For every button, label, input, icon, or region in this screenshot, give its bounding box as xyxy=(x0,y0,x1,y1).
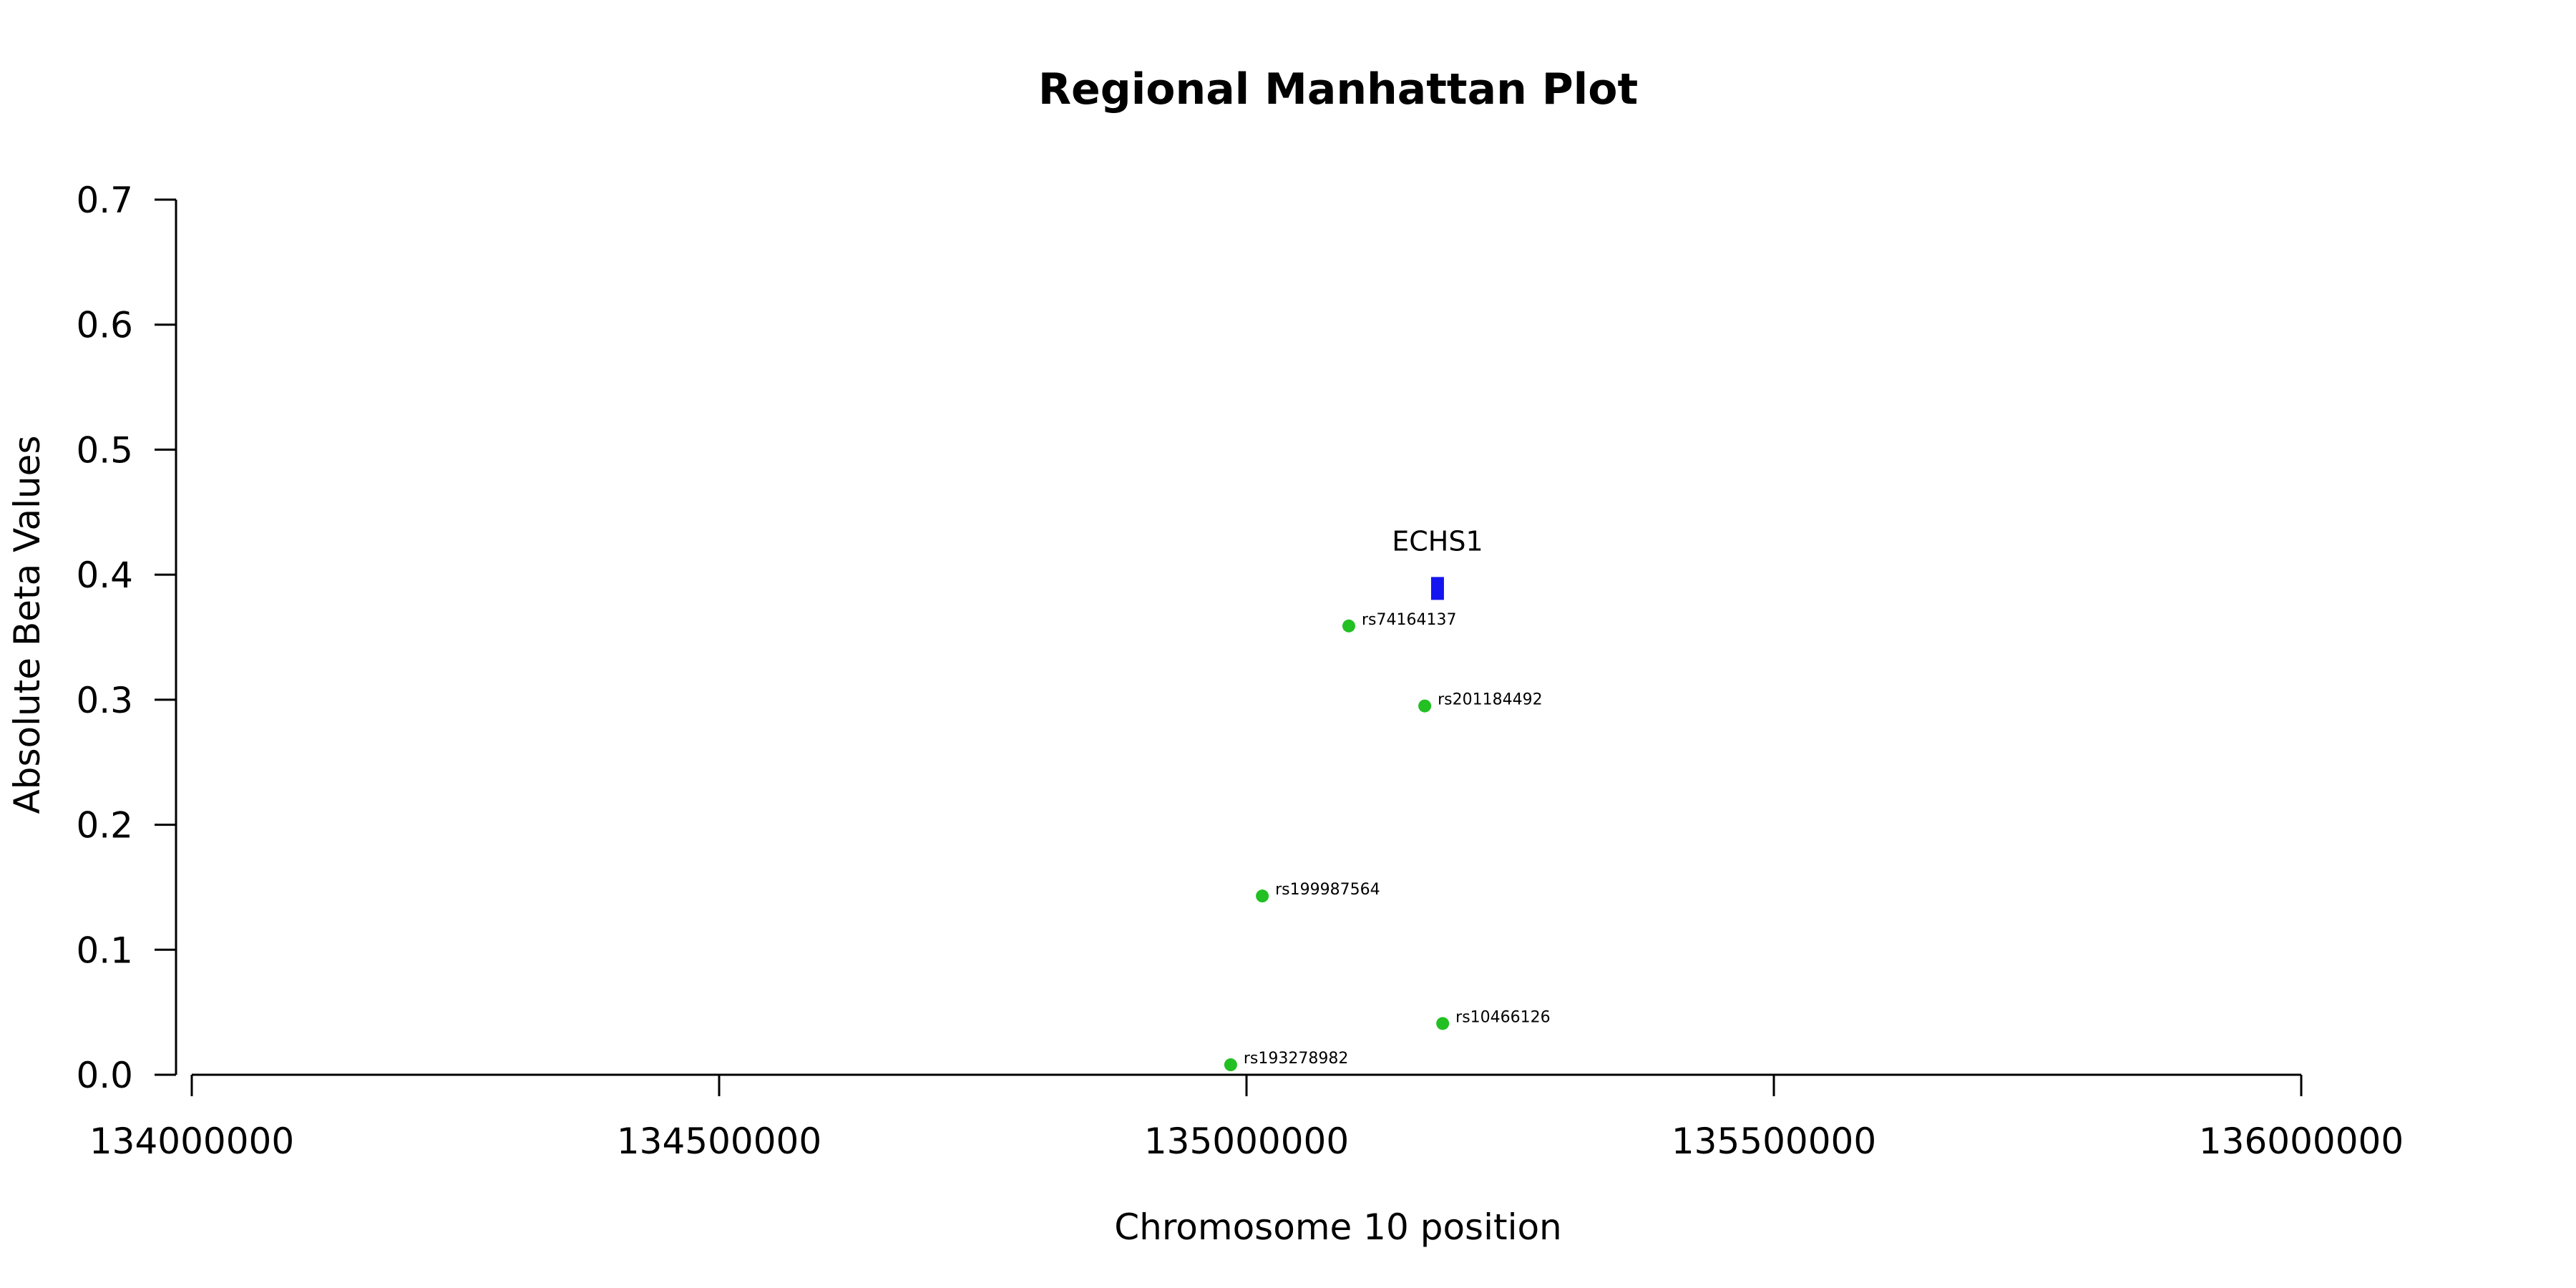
y-tick-label: 0.3 xyxy=(76,680,133,721)
x-tick-label: 135500000 xyxy=(1672,1121,1876,1162)
snp-label: rs193278982 xyxy=(1244,1050,1348,1068)
y-axis: 0.0 0.1 0.2 0.3 0.4 0.5 0.6 0.7 xyxy=(76,180,177,1096)
y-tick-label: 0.2 xyxy=(76,805,133,847)
chart-title: Regional Manhattan Plot xyxy=(1038,64,1638,114)
snp-label: rs199987564 xyxy=(1275,881,1380,899)
x-axis-label: Chromosome 10 position xyxy=(1114,1206,1562,1248)
y-tick-label: 0.7 xyxy=(76,180,133,221)
y-tick-label: 0.5 xyxy=(76,429,133,471)
x-tick-label: 135000000 xyxy=(1144,1121,1349,1162)
snp-label: rs74164137 xyxy=(1362,611,1456,629)
snp-label: rs10466126 xyxy=(1455,1008,1550,1026)
x-tick-label: 134500000 xyxy=(617,1121,821,1162)
gene-bar xyxy=(1430,577,1444,600)
snp-point xyxy=(1436,1017,1450,1030)
x-tick-label: 136000000 xyxy=(2199,1121,2404,1162)
snp-point xyxy=(1342,619,1355,633)
y-tick-label: 0.6 xyxy=(76,305,133,346)
y-tick-label: 0.1 xyxy=(76,930,133,971)
y-axis-label: Absolute Beta Values xyxy=(6,436,48,814)
x-axis: 134000000 134500000 135000000 135500000 1360… xyxy=(89,1073,2404,1162)
y-tick-label: 0.0 xyxy=(76,1055,133,1096)
snp-point xyxy=(1224,1058,1237,1072)
snp-points: rs74164137 rs201184492 rs199987564 rs104661… xyxy=(1224,611,1551,1072)
x-tick-label: 134000000 xyxy=(89,1121,294,1162)
snp-point xyxy=(1256,889,1269,903)
snp-label: rs201184492 xyxy=(1438,691,1542,709)
snp-point xyxy=(1418,699,1432,713)
y-tick-label: 0.4 xyxy=(76,555,133,596)
gene-layer: ECHS1 xyxy=(1392,525,1483,600)
gene-label: ECHS1 xyxy=(1392,525,1483,557)
